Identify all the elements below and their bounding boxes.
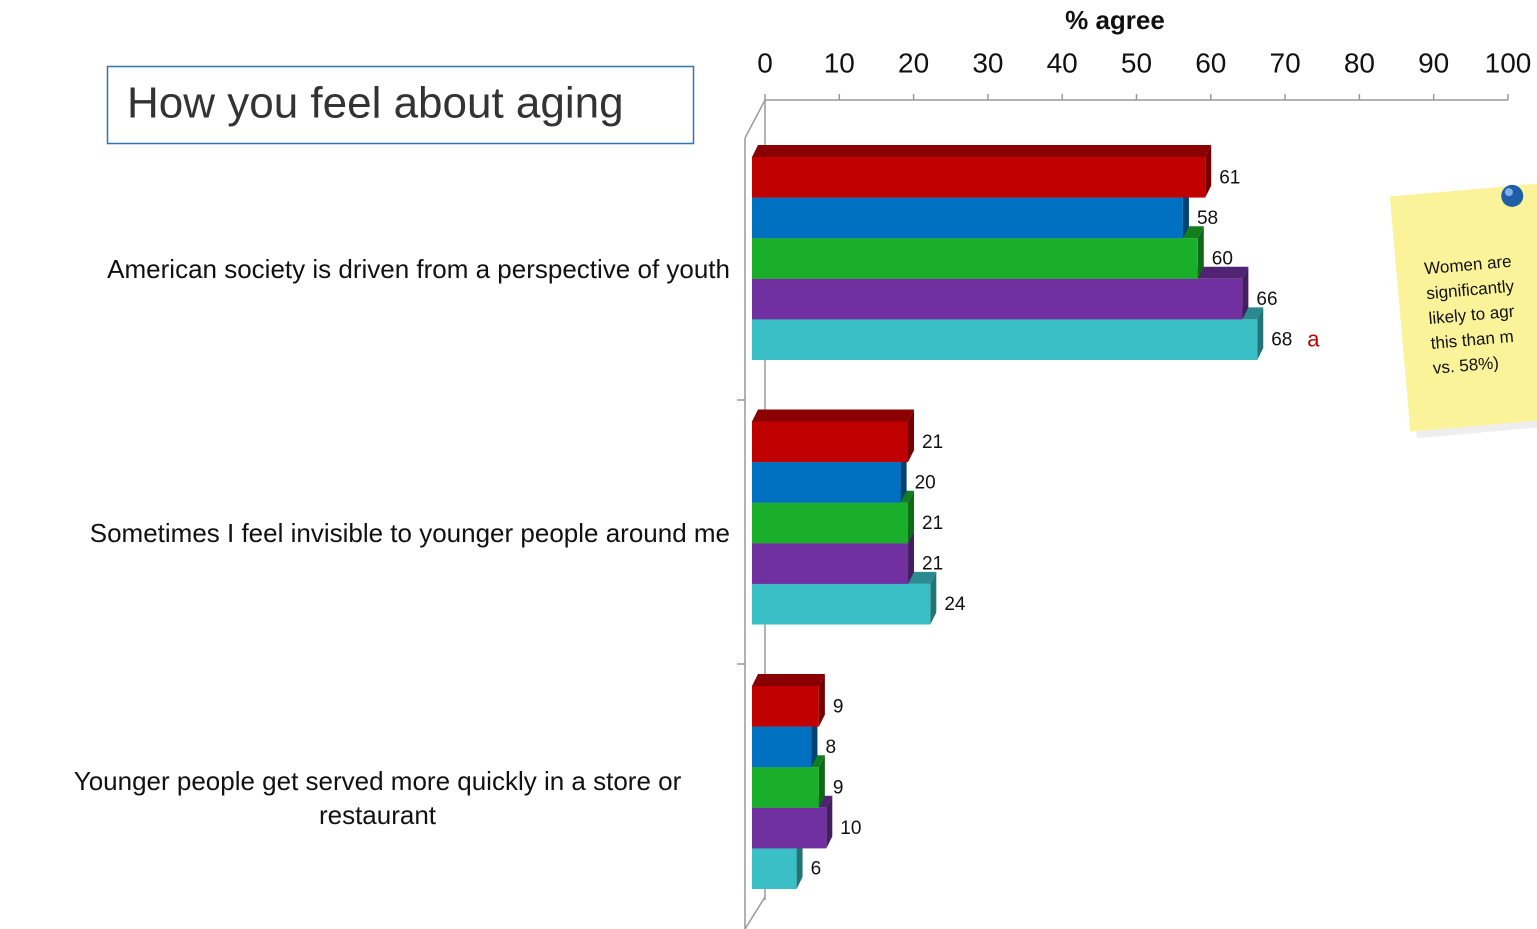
bar-side-face	[1257, 307, 1264, 360]
data-label: 68	[1271, 330, 1292, 351]
bar-top-face	[752, 674, 825, 686]
bar-side-face	[818, 674, 825, 727]
bar-side-face	[908, 409, 915, 463]
bar-top-face	[752, 145, 1212, 157]
x-tick-label: 70	[1270, 47, 1301, 78]
bar	[752, 197, 1183, 239]
x-tick-label: 20	[898, 47, 929, 78]
bar	[752, 726, 812, 768]
data-label: 10	[840, 818, 861, 839]
x-axis-label: % agree	[1065, 5, 1165, 35]
data-label: 21	[922, 432, 943, 453]
category-label-row: Sometimes I feel invisible to younger pe…	[0, 473, 730, 593]
bar	[752, 502, 909, 544]
data-label: 6	[811, 859, 822, 880]
data-label: 8	[825, 737, 836, 758]
data-label: 21	[922, 513, 943, 534]
bar	[752, 767, 819, 808]
x-tick-label: 100	[1485, 47, 1532, 78]
bar	[752, 807, 827, 849]
bar	[752, 848, 797, 889]
x-tick-label: 60	[1195, 47, 1226, 78]
bar	[752, 462, 901, 503]
bar-side-face	[796, 836, 803, 889]
bar	[752, 238, 1198, 279]
bar	[752, 319, 1258, 360]
category-label-row: American society is driven from a perspe…	[0, 209, 730, 329]
sticky-note	[1389, 183, 1537, 439]
data-label: 20	[915, 472, 936, 493]
bar-side-face	[930, 571, 937, 625]
data-label: 58	[1197, 208, 1218, 229]
x-tick-label: 80	[1344, 47, 1375, 78]
category-label: Sometimes I feel invisible to younger pe…	[89, 518, 730, 548]
bar-side-face	[811, 714, 818, 768]
bar	[752, 278, 1243, 320]
bar-side-face	[1205, 145, 1212, 198]
data-label: 21	[922, 554, 943, 575]
bar-side-face	[1242, 266, 1249, 320]
significance-annotation: a	[1307, 327, 1320, 352]
x-tick-label: 50	[1121, 47, 1152, 78]
data-label: 61	[1219, 167, 1240, 188]
x-tick-label: 0	[757, 47, 773, 78]
bar-side-face	[908, 490, 915, 544]
bar	[752, 421, 909, 463]
bar-top-face	[752, 409, 915, 422]
bar-side-face	[818, 755, 825, 808]
x-tick-label: 30	[972, 47, 1003, 78]
category-label-row: Younger people get served more quickly i…	[0, 738, 730, 858]
data-label: 9	[833, 778, 844, 799]
bar-side-face	[900, 450, 907, 503]
data-label: 24	[944, 594, 966, 615]
bar-side-face	[826, 795, 833, 849]
bar	[752, 583, 931, 625]
x-tick-label: 90	[1418, 47, 1449, 78]
data-label: 60	[1212, 249, 1233, 270]
x-tick-label: 10	[824, 47, 855, 78]
bar	[752, 686, 819, 727]
x-tick-label: 40	[1047, 47, 1078, 78]
data-label: 9	[833, 696, 844, 717]
chart-title: How you feel about aging	[127, 79, 624, 128]
bar-side-face	[908, 531, 915, 584]
title-box	[106, 65, 695, 145]
bar	[752, 543, 909, 584]
bar-side-face	[1197, 226, 1204, 279]
category-label: Younger people get served more quickly i…	[73, 765, 682, 830]
data-label: 66	[1256, 289, 1277, 310]
bar-side-face	[1182, 185, 1189, 239]
bar	[752, 157, 1206, 198]
category-label: American society is driven from a perspe…	[107, 253, 730, 284]
